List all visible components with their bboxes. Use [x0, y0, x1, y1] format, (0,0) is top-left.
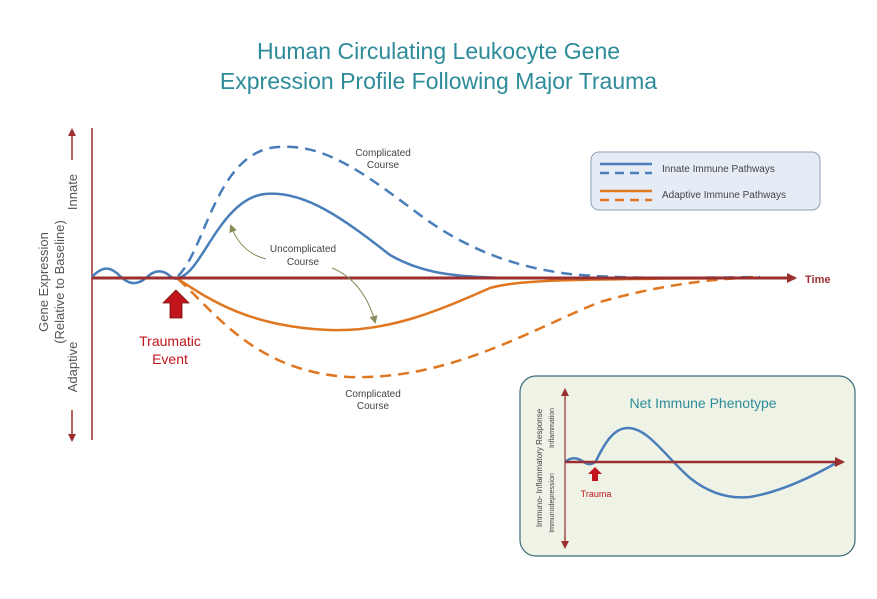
complicated-bottom-label-line2: Course: [357, 401, 390, 412]
y-axis-label-line1: Gene Expression: [36, 232, 51, 332]
inset-y-label: Immuno- Inflammatory Response: [535, 408, 544, 527]
innate-axis-label: Innate: [65, 174, 80, 210]
legend: Innate Immune Pathways Adaptive Immune P…: [590, 151, 821, 211]
traumatic-event-label-line1: Traumatic: [139, 333, 201, 349]
traumatic-event-label-line2: Event: [152, 351, 188, 367]
adaptive-axis-label: Adaptive: [65, 342, 80, 393]
inset-immunodepression-label: Immunodepression: [549, 473, 556, 533]
diagram-title-line1: Human Circulating Leukocyte Gene: [256, 38, 621, 64]
complicated-top-label-line1: Complicated: [355, 148, 411, 159]
uncomplicated-label-line2: Course: [287, 257, 320, 268]
y-axis-label-line2: (Relative to Baseline): [52, 220, 67, 344]
traumatic-event-arrow-icon: [162, 289, 190, 319]
diagram-title-line2: Expression Profile Following Major Traum…: [219, 68, 658, 94]
inset-trauma-arrow-icon: [588, 467, 602, 481]
uncomplicated-pointer-adaptive: [331, 267, 378, 324]
adaptive-complicated-curve: [177, 275, 761, 379]
inset-box: [519, 375, 856, 557]
legend-box: [590, 151, 821, 211]
uncomplicated-pointer-innate: [229, 224, 267, 260]
innate-uncomplicated-curve: [91, 192, 760, 285]
legend-innate-label: Innate Immune Pathways: [662, 164, 775, 175]
legend-adaptive-label: Adaptive Immune Pathways: [662, 190, 786, 201]
uncomplicated-label-line1: Uncomplicated: [270, 244, 336, 255]
complicated-top-label-line2: Course: [367, 160, 400, 171]
complicated-bottom-label-line1: Complicated: [345, 389, 401, 400]
inset-trauma-label: Trauma: [581, 489, 612, 499]
time-axis-label: Time: [805, 274, 830, 286]
inset-title: Net Immune Phenotype: [629, 395, 776, 411]
adaptive-uncomplicated-curve: [177, 276, 761, 332]
inset-inflammation-label: Inflammation: [549, 408, 556, 448]
inset-panel: Net Immune Phenotype Immuno- Inflammator…: [519, 375, 856, 557]
